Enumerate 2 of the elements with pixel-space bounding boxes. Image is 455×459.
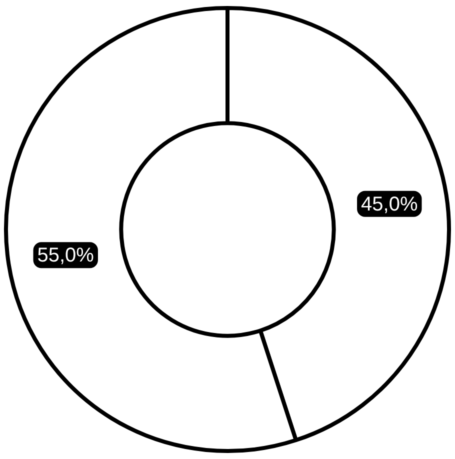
data-label: 45,0% <box>361 193 418 216</box>
data-label: 55,0% <box>37 244 94 267</box>
